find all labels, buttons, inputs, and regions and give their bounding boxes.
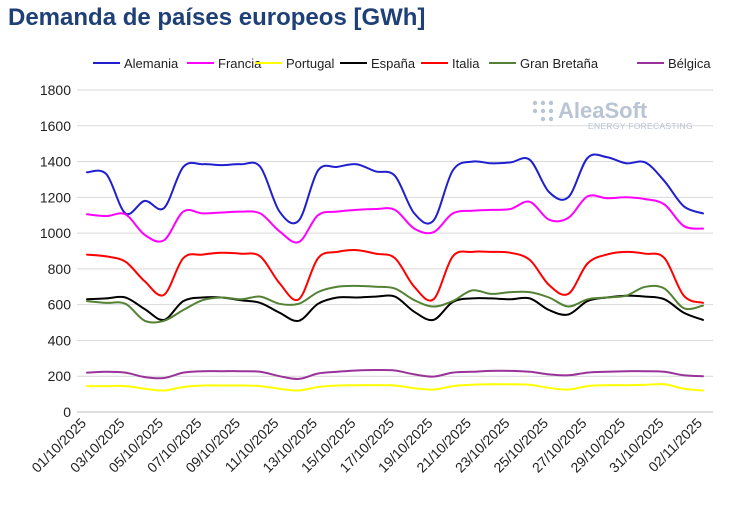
y-tick-label: 800 <box>48 261 72 277</box>
legend-label-francia: Francia <box>218 56 262 71</box>
y-tick-label: 600 <box>48 297 72 313</box>
series-line-italia <box>86 249 704 304</box>
grid-lines <box>77 89 713 413</box>
axes: 02004006008001000120014001600180001/10/2… <box>28 82 713 476</box>
logo-dot <box>548 100 554 106</box>
legend-label-alemania: Alemania <box>124 56 179 71</box>
legend-label-italia: Italia <box>452 56 480 71</box>
logo-dot <box>540 108 546 114</box>
legend: Alemania Francia Portugal España Italia Gran … <box>93 56 711 71</box>
y-tick-label: 1600 <box>40 118 71 134</box>
logo-dot <box>540 100 546 106</box>
series-line-espana <box>86 294 704 323</box>
series-lines <box>86 153 704 392</box>
logo-dot <box>548 108 554 114</box>
logo-dot <box>532 100 538 106</box>
legend-label-portugal: Portugal <box>286 56 335 71</box>
chart-title: Demanda de países europeos [GWh] <box>8 4 426 31</box>
logo-dot <box>540 116 546 122</box>
aleasoft-logo: AleaSoft ENERGY FORECASTING <box>532 98 693 131</box>
y-tick-label: 0 <box>63 404 71 420</box>
series-line-belgica <box>86 368 704 380</box>
series-line-gran-bretana <box>86 284 704 324</box>
series-line-francia <box>86 194 704 244</box>
logo-dot <box>532 108 538 114</box>
legend-label-belgica: Bélgica <box>668 56 711 71</box>
series-line-portugal <box>86 383 704 392</box>
series-line-alemania <box>86 153 704 225</box>
y-tick-label: 1400 <box>40 154 71 170</box>
logo-tagline: ENERGY FORECASTING <box>588 121 693 131</box>
y-tick-label: 1200 <box>40 189 71 205</box>
legend-label-espana: España <box>371 56 416 71</box>
y-tick-label: 1000 <box>40 225 71 241</box>
logo-dot <box>548 116 554 122</box>
y-tick-label: 400 <box>48 332 72 348</box>
y-tick-label: 200 <box>48 368 72 384</box>
logo-name: AleaSoft <box>558 98 648 123</box>
y-tick-label: 1800 <box>40 82 71 98</box>
legend-label-gran-bretana: Gran Bretaña <box>520 56 599 71</box>
